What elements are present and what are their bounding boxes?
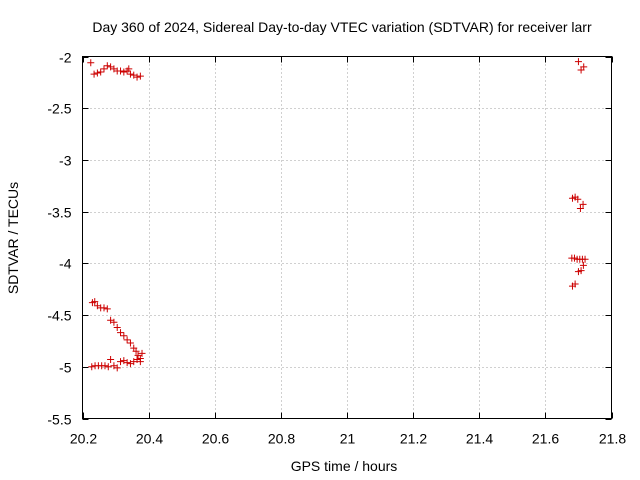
data-point	[574, 58, 582, 66]
x-tick-label: 20.2	[70, 431, 97, 447]
data-point	[136, 72, 144, 80]
data-point	[571, 280, 579, 288]
data-point	[104, 363, 112, 371]
data-point	[138, 349, 146, 357]
data-point	[103, 62, 111, 70]
data-point	[100, 65, 108, 73]
data-point	[580, 63, 588, 71]
data-point	[100, 304, 108, 312]
x-tick-label: 20.8	[268, 431, 295, 447]
x-tick-label: 21.4	[466, 431, 493, 447]
data-point	[574, 195, 582, 203]
y-tick-label: -4.5	[47, 308, 71, 324]
x-tick-label: 21.6	[532, 431, 559, 447]
data-point	[88, 363, 96, 371]
data-point	[97, 68, 105, 76]
y-tick-label: -3.5	[47, 205, 71, 221]
x-tick-label: 21.2	[400, 431, 427, 447]
data-point	[136, 358, 144, 366]
data-point	[123, 359, 131, 367]
data-point	[113, 364, 121, 372]
y-tick-label: -5.5	[47, 412, 71, 428]
data-point	[579, 200, 587, 208]
y-axis-label: SDTVAR / TECUs	[5, 182, 21, 294]
data-point	[110, 318, 118, 326]
data-point	[90, 70, 98, 78]
data-point	[107, 356, 115, 364]
data-point	[120, 68, 128, 76]
data-point	[574, 268, 582, 276]
y-tick-label: -4	[59, 256, 72, 272]
x-tick-label: 21	[340, 431, 356, 447]
x-tick-labels: 20.2 20.4 20.6 20.8 21 21.2 21.4 21.6 21.8	[70, 431, 626, 447]
x-tick-label: 20.4	[136, 431, 163, 447]
data-point	[93, 69, 101, 77]
data-point	[91, 298, 99, 306]
data-point	[117, 358, 125, 366]
data-point	[133, 73, 141, 81]
plot-frame	[82, 56, 612, 419]
data-point	[576, 205, 584, 213]
data-point	[132, 347, 140, 355]
data-point	[581, 255, 589, 263]
y-tick-label: -2.5	[47, 101, 71, 117]
data-point	[579, 261, 587, 269]
data-point	[117, 67, 125, 75]
data-point	[117, 329, 125, 337]
y-tick-label: -5	[59, 360, 72, 376]
y-tick-labels: -2 -2.5 -3 -3.5 -4 -4.5 -5 -5.5	[47, 50, 71, 428]
x-tick-label: 21.8	[599, 431, 626, 447]
x-axis-label: GPS time / hours	[291, 458, 398, 474]
x-tick-label: 20.6	[202, 431, 229, 447]
data-point	[123, 336, 131, 344]
data-point	[87, 59, 95, 67]
data-point	[126, 70, 134, 78]
data-points	[87, 58, 589, 372]
data-point	[125, 65, 133, 73]
chart-title: Day 360 of 2024, Sidereal Day-to-day VTE…	[92, 19, 592, 35]
data-point	[101, 362, 109, 370]
grid	[82, 56, 612, 419]
axis-ticks	[82, 56, 613, 420]
data-point	[126, 339, 134, 347]
data-point	[120, 332, 128, 340]
y-tick-label: -3	[59, 153, 72, 169]
y-tick-label: -2	[59, 50, 72, 66]
data-point	[113, 323, 121, 331]
data-point	[103, 305, 111, 313]
